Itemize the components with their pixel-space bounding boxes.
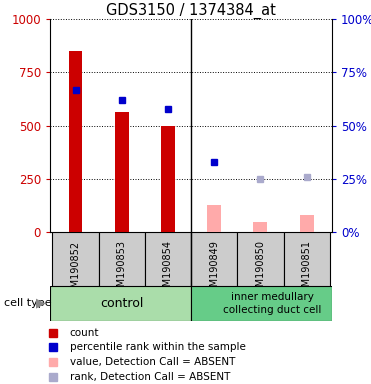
Text: GSM190849: GSM190849 (209, 240, 219, 299)
Bar (115, 112, 129, 232)
Text: GSM190850: GSM190850 (255, 240, 265, 300)
FancyBboxPatch shape (145, 232, 191, 286)
Text: GSM190851: GSM190851 (302, 240, 312, 300)
Text: cell type: cell type (4, 298, 51, 308)
FancyBboxPatch shape (52, 232, 99, 286)
Text: inner medullary
collecting duct cell: inner medullary collecting duct cell (223, 292, 321, 314)
Bar (69, 51, 82, 232)
Bar (253, 222, 267, 232)
FancyBboxPatch shape (99, 232, 145, 286)
Bar (161, 126, 175, 232)
Title: GDS3150 / 1374384_at: GDS3150 / 1374384_at (106, 3, 276, 19)
Text: control: control (100, 297, 144, 310)
Text: GSM190854: GSM190854 (163, 240, 173, 300)
Bar (207, 205, 221, 232)
Text: GSM190853: GSM190853 (117, 240, 127, 300)
FancyBboxPatch shape (50, 286, 191, 321)
Text: ▶: ▶ (36, 297, 46, 310)
Bar (300, 215, 313, 232)
FancyBboxPatch shape (191, 286, 332, 321)
FancyBboxPatch shape (283, 232, 330, 286)
FancyBboxPatch shape (191, 232, 237, 286)
Text: percentile rank within the sample: percentile rank within the sample (70, 343, 246, 353)
Text: rank, Detection Call = ABSENT: rank, Detection Call = ABSENT (70, 372, 230, 382)
FancyBboxPatch shape (237, 232, 283, 286)
Text: value, Detection Call = ABSENT: value, Detection Call = ABSENT (70, 357, 235, 367)
Text: GSM190852: GSM190852 (70, 240, 81, 300)
Text: count: count (70, 328, 99, 338)
